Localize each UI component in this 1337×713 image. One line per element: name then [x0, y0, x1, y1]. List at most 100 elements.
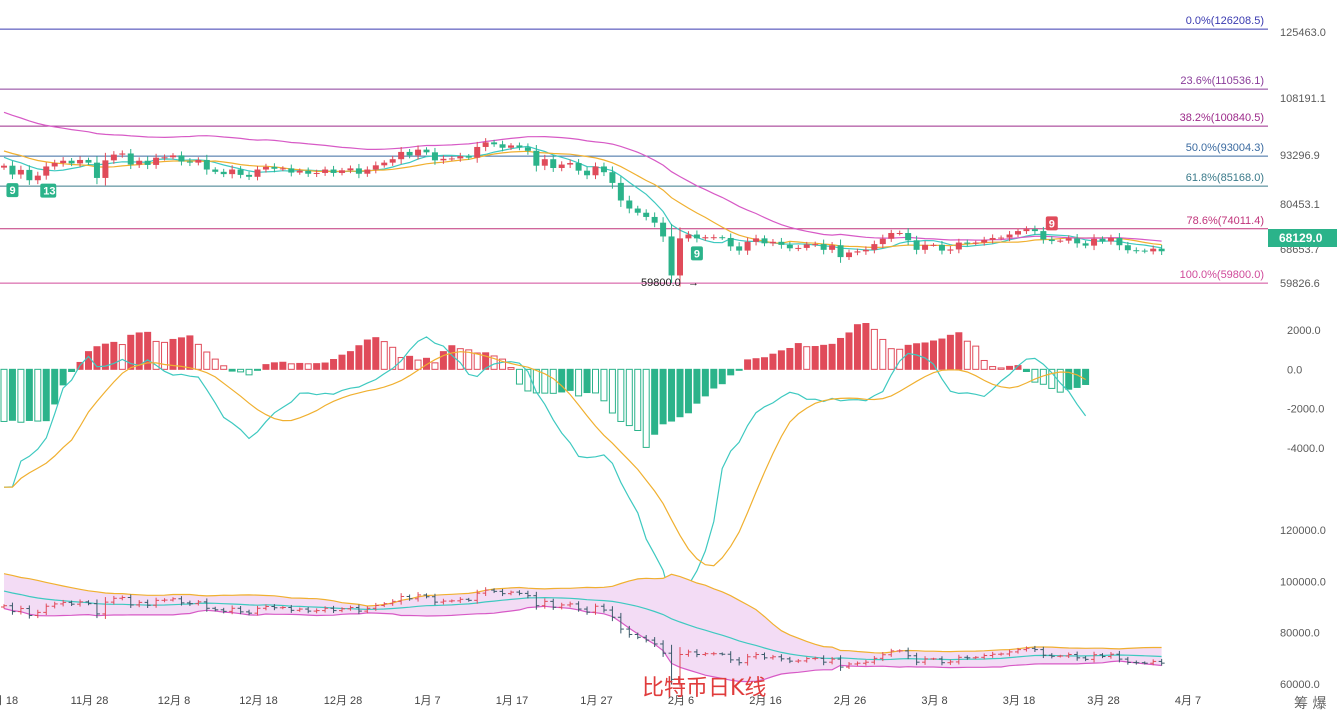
macd-histogram-bar	[752, 358, 760, 370]
ma-fast-line	[3, 145, 1162, 251]
macd-histogram-bar	[1048, 368, 1056, 389]
macd-histogram-bar	[701, 368, 709, 397]
date-tick-label: 3月 18	[1003, 695, 1035, 707]
macd-histogram-bar	[194, 343, 202, 370]
macd-histogram-bar	[913, 343, 921, 370]
macd-histogram-bar	[651, 368, 659, 435]
macd-histogram-bar	[304, 363, 312, 370]
macd-histogram-bar	[17, 368, 25, 423]
fib-label: 61.8%(85168.0)	[1186, 172, 1264, 184]
boll-tick-label: 80000.0	[1280, 628, 1320, 640]
macd-histogram-bar	[600, 368, 608, 402]
candle-body	[186, 161, 193, 163]
macd-histogram-bar	[254, 368, 261, 371]
last-price-tag[interactable]: 68129.0	[1268, 229, 1337, 247]
macd-dea-line	[3, 351, 1086, 567]
candle-body	[474, 146, 481, 158]
candle-body	[102, 160, 109, 178]
macd-histogram-bar	[549, 368, 557, 394]
macd-histogram-bar	[245, 368, 253, 376]
macd-histogram-bar	[482, 352, 490, 370]
candle-body	[795, 247, 802, 249]
macd-histogram-bar	[811, 346, 819, 370]
macd-histogram-bar	[744, 359, 752, 370]
candle-body	[541, 159, 548, 166]
price-tick-label: 68653.7	[1280, 244, 1320, 256]
candle-body	[229, 169, 236, 175]
candle-body	[1133, 250, 1140, 252]
candle-body	[558, 164, 565, 168]
candle-body	[592, 166, 599, 176]
macd-histogram-bar	[330, 359, 338, 370]
boll-band-fill	[4, 573, 1162, 682]
boll-upper-line	[3, 573, 1162, 654]
macd-histogram-bar	[541, 368, 549, 394]
macd-histogram-bar	[406, 355, 414, 370]
macd-histogram-bar	[152, 340, 160, 370]
macd-histogram-bar	[1031, 368, 1039, 383]
candle-body	[1031, 229, 1038, 232]
candle-body	[178, 155, 185, 162]
macd-histogram-bar	[592, 368, 599, 394]
macd-histogram-bar	[211, 358, 219, 370]
candle-body	[457, 156, 464, 159]
candle-body	[702, 237, 709, 239]
td-marker-buy	[690, 246, 703, 261]
macd-tick-label: 2000.0	[1287, 325, 1321, 337]
candle-body	[617, 182, 624, 201]
macd-histogram-bar	[710, 368, 718, 389]
candle-body	[110, 154, 117, 161]
macd-histogram-bar	[355, 345, 363, 370]
candle-body	[440, 158, 447, 161]
macd-histogram-bar	[583, 368, 591, 394]
macd-histogram-bar	[270, 362, 278, 370]
macd-histogram-bar	[532, 368, 540, 394]
macd-histogram-bar	[431, 362, 439, 370]
price-tick-label: 80453.1	[1280, 199, 1320, 211]
macd-histogram-bar	[372, 337, 380, 370]
macd-histogram-bar	[862, 323, 870, 370]
candle-body	[1116, 237, 1123, 246]
boll-tick-label: 120000.0	[1280, 525, 1326, 537]
macd-histogram-bar	[1065, 368, 1073, 390]
boll-tick-label: 100000.0	[1280, 576, 1326, 588]
moving-average-lines	[3, 111, 1162, 251]
candle-body	[212, 169, 219, 172]
date-tick-label: 12月 18	[239, 695, 278, 707]
macd-histogram-bar	[228, 368, 236, 372]
macd-histogram-bar	[186, 335, 194, 370]
macd-histogram-bar	[296, 362, 304, 370]
macd-histogram-bar	[634, 368, 642, 431]
macd-histogram-bar	[135, 332, 143, 370]
candle-body	[1074, 238, 1081, 244]
candle-body	[34, 175, 41, 181]
candle-body	[888, 233, 895, 239]
macd-histogram-bar	[870, 328, 878, 370]
candle-body	[195, 159, 202, 163]
td-marker-label: 13	[43, 186, 55, 198]
macd-histogram-bar	[997, 367, 1005, 370]
macd-histogram-bar	[921, 342, 929, 370]
candle-body	[930, 244, 937, 246]
candle-body	[955, 242, 962, 250]
date-tick-label: 月 18	[0, 695, 18, 707]
candle-body	[660, 222, 667, 237]
macd-histogram-bar	[220, 365, 228, 370]
candle-body	[85, 159, 92, 163]
candle-body	[431, 152, 438, 161]
macd-histogram-bar	[203, 351, 211, 370]
candle-body	[330, 169, 337, 173]
candle-body	[203, 159, 210, 170]
date-tick-label: 1月 27	[580, 695, 612, 707]
candle-body	[1141, 250, 1148, 252]
candle-body	[1006, 234, 1013, 238]
candle-body	[9, 165, 16, 175]
macd-histogram-bar	[363, 339, 371, 370]
candle-body	[600, 166, 607, 173]
macd-histogram-bar	[1082, 368, 1090, 385]
candle-body	[136, 160, 143, 165]
candle-body	[820, 244, 827, 250]
macd-histogram-bar	[980, 359, 988, 370]
macd-histogram-bar	[853, 324, 861, 370]
